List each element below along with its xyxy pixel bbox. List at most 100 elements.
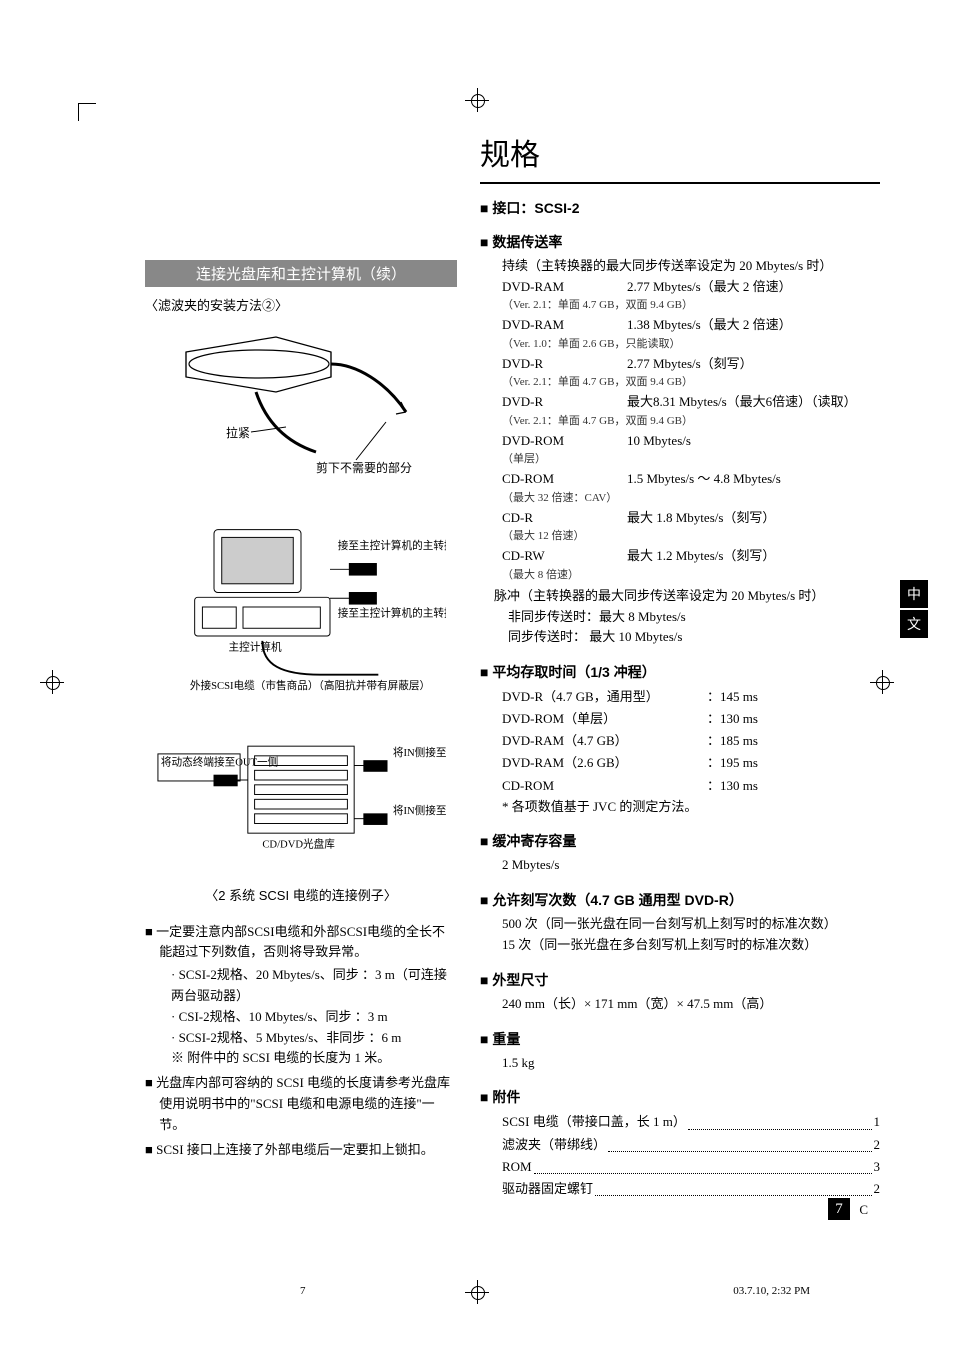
access-note: * 各项数值基于 JVC 的测定方法。 [502,797,880,818]
rate-row: DVD-RAM2.77 Mbytes/s（最大 2 倍速） [502,277,880,297]
media-rate: 2.77 Mbytes/s（最大 2 倍速） [627,277,880,297]
left-column: 连接光盘库和主控计算机（续） 〈滤波夹的安装方法②〉 拉紧 剪下不需要的部分 [145,260,457,1162]
media-note: （单层） [502,450,880,466]
diagram-filter-clamp: 拉紧 剪下不需要的部分 [156,322,446,502]
accessory-qty: 3 [874,1156,881,1178]
section-buffer: 缓冲寄存容量 [480,831,880,851]
burst-label: 脉冲（主转换器的最大同步传送率设定为 20 Mbytes/s 时） [494,586,880,607]
spec3: · SCSI-2规格、5 Mbytes/s、非同步 ：6 m [145,1028,457,1049]
label-scsi-c: 将IN侧接至SCSI接口的SCSI-C [393,745,446,758]
dot-leader [608,1134,871,1152]
access-row: DVD-ROM（单层）：130 ms [502,708,880,730]
dot-leader [595,1178,871,1196]
footer-page: 7 [300,1285,306,1297]
registration-mark [40,670,64,694]
label-host2: 接至主控计算机的主转接器2 [338,607,446,620]
interface-head: 接口 [492,200,520,216]
media-rate: 1.5 Mbytes/s ～ 4.8 Mbytes/s [627,469,880,489]
rate-row: DVD-ROM10 Mbytes/s [502,431,880,451]
diagram-library: 将动态终端接至OUT一侧 将IN侧接至SCSI接口的SCSI-C 将IN侧接至S… [156,722,446,867]
subhead: 〈滤波夹的安装方法②〉 [145,295,457,314]
title-rule [480,182,880,184]
footer: 7 03.7.10, 2:32 PM [90,1285,880,1297]
accessory-label: SCSI 电缆（带接口盖，长 1 m） [502,1111,686,1133]
diagram-host: 接至主控计算机的主转接器1 接至主控计算机的主转接器2 主控计算机 外接SCSI… [156,520,446,704]
access-val: ：130 ms [707,708,880,730]
accessory-row: ROM 3 [502,1156,880,1178]
media-note: （最大 8 倍速） [502,566,880,582]
media-name: DVD-R [502,392,627,412]
para1: ■ 一定要注意内部SCSI电缆和外部SCSI电缆的全长不能超过下列数值，否则将导… [145,922,457,964]
rate-row: DVD-R2.77 Mbytes/s（刻写） [502,354,880,374]
access-label: DVD-ROM（单层） [502,708,707,730]
label-lib: CD/DVD光盘库 [262,837,335,850]
accessory-qty: 1 [874,1111,881,1133]
accessory-label: 驱动器固定螺钉 [502,1178,593,1200]
accessory-qty: 2 [874,1134,881,1156]
label-host1: 接至主控计算机的主转接器1 [338,539,446,552]
label-scsi-a: 将IN侧接至SCSI接口的SCSI-A [393,803,446,816]
accessory-label: ROM [502,1156,532,1178]
media-note: （最大 12 倍速） [502,527,880,543]
page-c: C [859,1202,868,1218]
label-tighten: 拉紧 [226,425,250,440]
access-val: ：130 ms [707,775,880,797]
interface-val: ：SCSI-2 [520,200,579,216]
media-name: CD-R [502,508,627,528]
section-access: 平均存取时间（1/3 冲程） [480,662,880,682]
access-row: DVD-RAM（4.7 GB）：185 ms [502,730,880,752]
diagram-caption: 〈2 系统 SCSI 电缆的连接例子〉 [145,885,457,904]
rate-row: CD-ROM1.5 Mbytes/s ～ 4.8 Mbytes/s [502,469,880,489]
accessory-row: SCSI 电缆（带接口盖，长 1 m） 1 [502,1111,880,1133]
access-val: ：195 ms [707,752,880,774]
rate-row: CD-RW最大 1.2 Mbytes/s（刻写） [502,546,880,566]
media-note: （Ver. 1.0：单面 2.6 GB，只能读取） [502,335,880,351]
access-val: ：145 ms [707,686,880,708]
access-row: CD-ROM：130 ms [502,775,880,797]
spec2: · CSI-2规格、10 Mbytes/s、同步 ：3 m [145,1007,457,1028]
media-name: DVD-ROM [502,431,627,451]
page-title: 规格 [480,130,880,174]
dot-leader [534,1156,872,1174]
access-label: DVD-RAM（2.6 GB） [502,752,707,774]
label-out: 将动态终端接至OUT一侧 [161,755,278,768]
sustained-label: 持续（主转换器的最大同步传送率设定为 20 Mbytes/s 时） [502,256,880,277]
media-name: CD-ROM [502,469,627,489]
media-rate: 10 Mbytes/s [627,431,880,451]
spec-note: ※ 附件中的 SCSI 电缆的长度为 1 米。 [145,1048,457,1069]
section-weight: 重量 [480,1029,880,1049]
section-banner: 连接光盘库和主控计算机（续） [145,260,457,287]
page-number: 7 [828,1198,850,1220]
dot-leader [688,1111,872,1129]
label-host: 主控计算机 [229,640,282,653]
media-note: （Ver. 2.1：单面 4.7 GB，双面 9.4 GB） [502,412,880,428]
right-column: 规格 接口：SCSI-2 数据传送率 持续（主转换器的最大同步传送率设定为 20… [480,130,880,1200]
section-accessories: 附件 [480,1087,880,1107]
media-note: （Ver. 2.1：单面 4.7 GB，双面 9.4 GB） [502,296,880,312]
media-note: （最大 32 倍速：CAV） [502,489,880,505]
access-label: DVD-RAM（4.7 GB） [502,730,707,752]
access-row: DVD-R（4.7 GB，通用型）：145 ms [502,686,880,708]
media-name: DVD-RAM [502,277,627,297]
sync-rate: 同步传送时： 最大 10 Mbytes/s [508,627,880,648]
section-dims: 外型尺寸 [480,970,880,990]
media-rate: 最大8.31 Mbytes/s（最大6倍速）（读取） [627,392,880,412]
media-name: CD-RW [502,546,627,566]
dims-val: 240 mm（长）× 171 mm（宽）× 47.5 mm（高） [502,994,880,1015]
media-rate: 最大 1.8 Mbytes/s（刻写） [627,508,880,528]
rate-row: DVD-R最大8.31 Mbytes/s（最大6倍速）（读取） [502,392,880,412]
section-interface: 接口：SCSI-2 [480,198,880,218]
accessory-row: 驱动器固定螺钉 2 [502,1178,880,1200]
accessory-qty: 2 [874,1178,881,1200]
access-row: DVD-RAM（2.6 GB）：195 ms [502,752,880,774]
page: 规格 接口：SCSI-2 数据传送率 持续（主转换器的最大同步传送率设定为 20… [90,130,880,1220]
accessory-row: 滤波夹（带绑线）2 [502,1134,880,1156]
rate-row: CD-R最大 1.8 Mbytes/s（刻写） [502,508,880,528]
side-tab: 中 文 [900,580,928,640]
access-label: DVD-R（4.7 GB，通用型） [502,686,707,708]
label-cut: 剪下不需要的部分 [316,460,412,475]
access-val: ：185 ms [707,730,880,752]
rate-row: DVD-RAM1.38 Mbytes/s（最大 2 倍速） [502,315,880,335]
para3: ■ SCSI 接口上连接了外部电缆后一定要扣上锁扣。 [145,1140,457,1161]
side-tab-2: 文 [900,610,928,638]
